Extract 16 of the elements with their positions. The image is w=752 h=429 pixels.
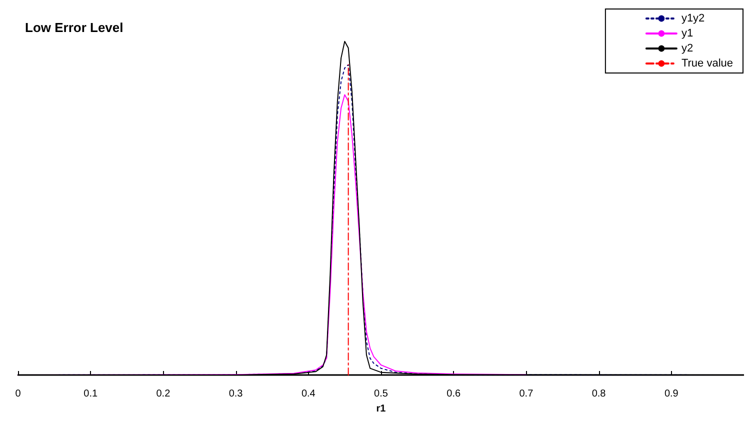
x-tick-label: 0.4 <box>301 388 316 400</box>
x-tick-label: 0.6 <box>446 388 461 400</box>
x-tick-label: 0.7 <box>519 388 534 400</box>
legend-label: True value <box>681 58 733 70</box>
legend-label: y1 <box>681 28 694 40</box>
x-tick-label: 0.5 <box>374 388 388 400</box>
x-tick-label: 0.2 <box>156 388 171 400</box>
x-tick-label: 0.9 <box>664 388 679 400</box>
x-tick-label: 0.1 <box>84 388 98 400</box>
x-axis-title: r1 <box>376 403 386 414</box>
x-tick-label: 0.8 <box>592 388 606 400</box>
legend-label: y1y2 <box>681 12 705 24</box>
legend-label: y2 <box>681 42 694 54</box>
x-tick-label: 0.3 <box>228 388 244 400</box>
x-tick-label: 0 <box>15 388 22 400</box>
chart-title: Low Error Level <box>25 20 124 35</box>
